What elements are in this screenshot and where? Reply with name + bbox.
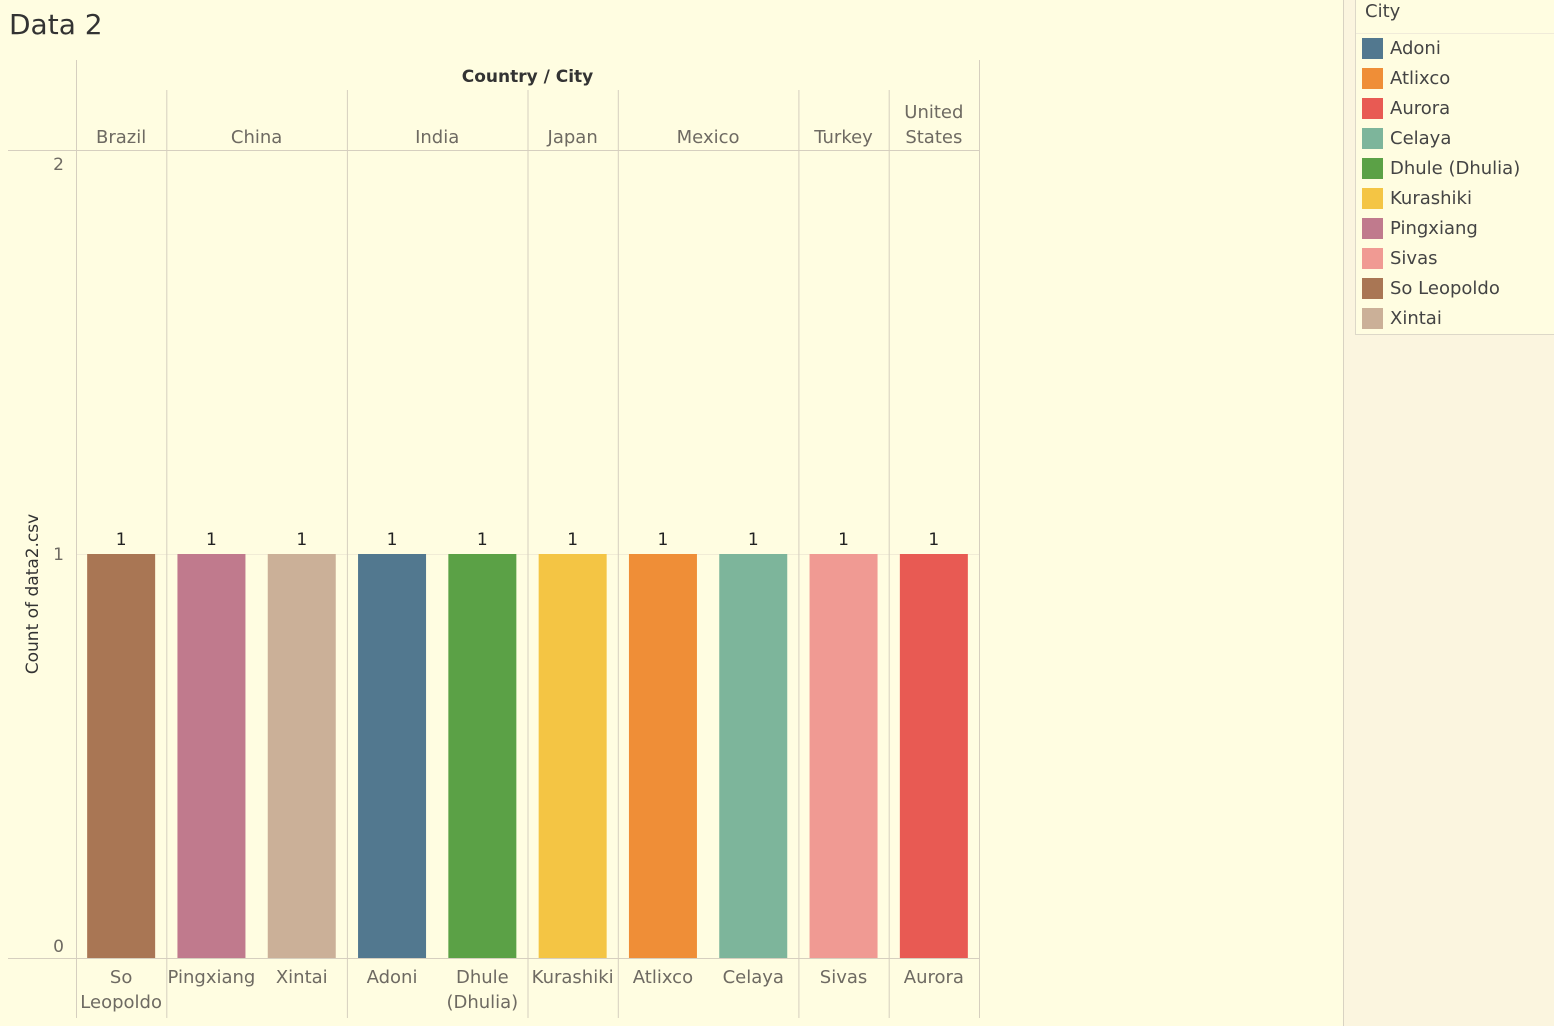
- y-tick-label: 0: [53, 937, 64, 957]
- city-label: Sivas: [820, 967, 868, 988]
- country-label: States: [905, 127, 962, 148]
- legend-swatch: [1362, 127, 1383, 149]
- legend-swatch: [1362, 217, 1383, 239]
- legend-item[interactable]: Xintai: [1362, 306, 1442, 330]
- city-label: Kurashiki: [532, 967, 614, 988]
- bar-value-label: 1: [477, 530, 488, 550]
- legend-title: City: [1365, 1, 1401, 22]
- country-label: India: [415, 127, 459, 148]
- bar-value-label: 1: [658, 530, 669, 550]
- legend-label: Pingxiang: [1390, 217, 1478, 239]
- city-label: (Dhulia): [446, 992, 518, 1013]
- bar-value-label: 1: [928, 530, 939, 550]
- country-label: China: [231, 127, 282, 148]
- legend-label: Celaya: [1390, 127, 1452, 149]
- city-legend[interactable]: City Adoni Atlixco Aurora Celaya Dhule (Dhul…: [1355, 0, 1554, 335]
- bar-value-label: 1: [838, 530, 849, 550]
- legend-item[interactable]: Celaya: [1362, 126, 1451, 150]
- city-label: So: [110, 967, 132, 988]
- column-header: Country / City: [462, 67, 594, 87]
- legend-item[interactable]: Dhule (Dhulia): [1362, 156, 1520, 180]
- country-label: Brazil: [96, 127, 146, 148]
- bar: [899, 554, 968, 958]
- legend-item[interactable]: Kurashiki: [1362, 186, 1472, 210]
- legend-label: Kurashiki: [1390, 187, 1472, 209]
- bar-value-label: 1: [206, 530, 217, 550]
- legend-label: Xintai: [1390, 307, 1442, 329]
- legend-label: Aurora: [1390, 97, 1451, 119]
- legend-label: Atlixco: [1390, 67, 1451, 89]
- bar: [358, 554, 427, 958]
- legend-swatch: [1362, 157, 1383, 179]
- sheet-title: Data 2: [9, 8, 103, 41]
- bar-value-label: 1: [387, 530, 398, 550]
- legend-label: Dhule (Dhulia): [1390, 157, 1521, 179]
- y-axis-title: Count of data2.csv: [23, 514, 43, 674]
- legend-swatch: [1362, 187, 1383, 209]
- legend-item[interactable]: Adoni: [1362, 36, 1441, 60]
- legend-item[interactable]: Pingxiang: [1362, 216, 1478, 240]
- legend-swatch: [1362, 97, 1383, 119]
- legend-swatch: [1362, 307, 1383, 329]
- legend-label: Sivas: [1390, 247, 1438, 269]
- bar: [177, 554, 246, 958]
- bar: [538, 554, 607, 958]
- bar-chart: Country / City 0 1 2 Count of data2.csv Brazi…: [8, 60, 980, 1018]
- city-label: Pingxiang: [168, 967, 256, 988]
- legend-item[interactable]: So Leopoldo: [1362, 276, 1500, 300]
- city-label: Dhule: [456, 967, 509, 988]
- city-label: Aurora: [904, 967, 964, 988]
- y-tick-label: 2: [53, 155, 64, 175]
- city-label: Celaya: [723, 967, 784, 988]
- city-label: Atlixco: [633, 967, 693, 988]
- legend-swatch: [1362, 277, 1383, 299]
- bar: [87, 554, 156, 958]
- legend-label: Adoni: [1390, 37, 1441, 59]
- legend-swatch: [1362, 247, 1383, 269]
- side-panel: City Adoni Atlixco Aurora Celaya Dhule (Dhul…: [1343, 0, 1554, 1026]
- country-label: Mexico: [677, 127, 740, 148]
- bar: [809, 554, 878, 958]
- bar: [448, 554, 517, 958]
- city-label: Adoni: [367, 967, 418, 988]
- bar: [267, 554, 336, 958]
- city-label: Leopoldo: [80, 992, 162, 1013]
- legend-swatch: [1362, 37, 1383, 59]
- country-label: Japan: [547, 127, 598, 148]
- city-label: Xintai: [276, 967, 328, 988]
- legend-divider: [1356, 33, 1554, 34]
- bar-value-label: 1: [567, 530, 578, 550]
- legend-item[interactable]: Aurora: [1362, 96, 1450, 120]
- legend-item[interactable]: Atlixco: [1362, 66, 1450, 90]
- legend-item[interactable]: Sivas: [1362, 246, 1438, 270]
- bar-value-label: 1: [748, 530, 759, 550]
- legend-swatch: [1362, 67, 1383, 89]
- country-label: United: [904, 102, 963, 123]
- y-tick-label: 1: [53, 545, 64, 565]
- country-label: Turkey: [813, 127, 873, 148]
- bar: [719, 554, 788, 958]
- legend-label: So Leopoldo: [1390, 277, 1500, 299]
- bar-value-label: 1: [116, 530, 127, 550]
- bar-value-label: 1: [296, 530, 307, 550]
- bar: [628, 554, 697, 958]
